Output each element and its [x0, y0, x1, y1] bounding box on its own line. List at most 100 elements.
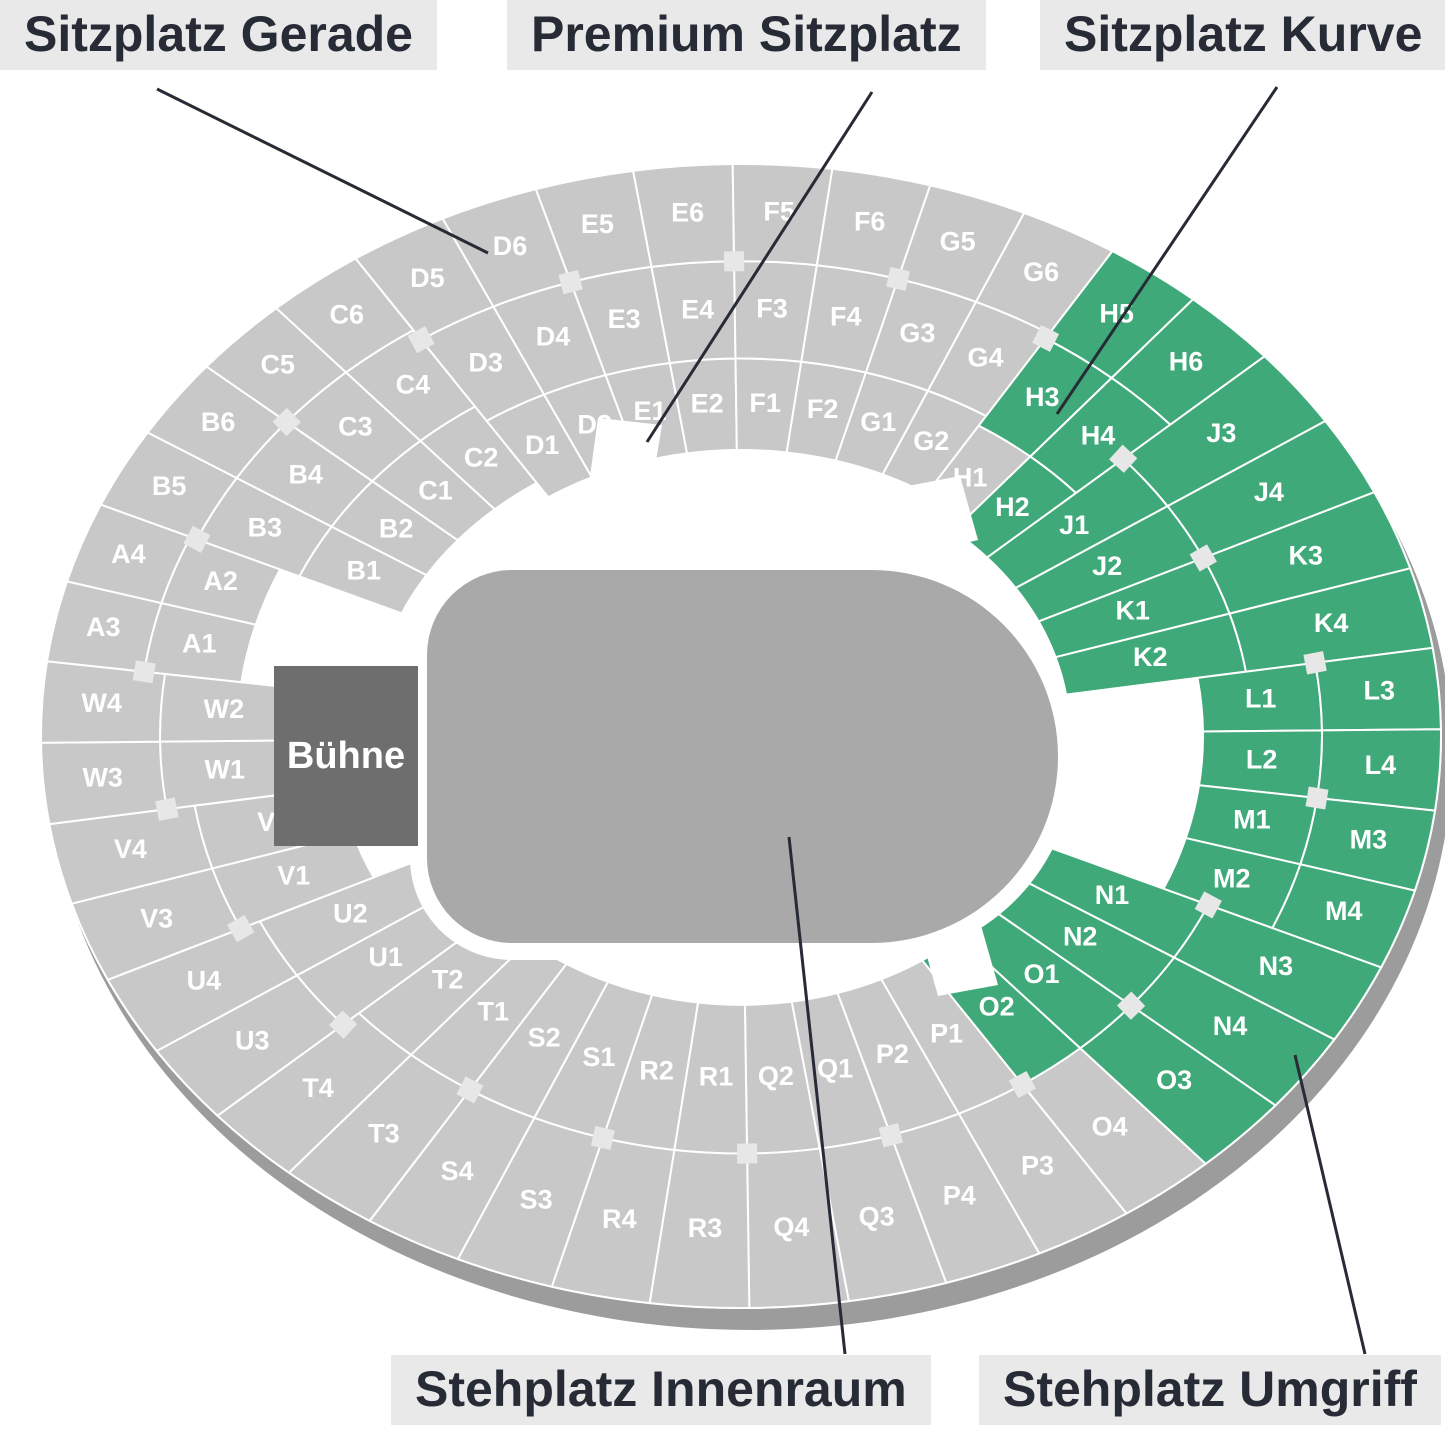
svg-text:H4: H4 — [1081, 420, 1116, 450]
svg-text:B1: B1 — [347, 556, 382, 586]
svg-text:F1: F1 — [749, 388, 781, 418]
svg-text:N4: N4 — [1213, 1011, 1248, 1041]
svg-text:V1: V1 — [277, 860, 310, 890]
svg-text:P4: P4 — [943, 1181, 976, 1211]
svg-text:E5: E5 — [581, 209, 614, 239]
svg-text:P1: P1 — [930, 1018, 963, 1048]
svg-text:C1: C1 — [418, 475, 453, 505]
svg-text:S2: S2 — [528, 1022, 561, 1052]
svg-text:H5: H5 — [1099, 299, 1134, 329]
svg-text:Q2: Q2 — [758, 1061, 794, 1091]
svg-text:D4: D4 — [536, 322, 571, 352]
svg-text:F4: F4 — [830, 302, 862, 332]
svg-text:U2: U2 — [333, 898, 368, 928]
svg-text:B2: B2 — [379, 513, 414, 543]
svg-text:T3: T3 — [368, 1119, 400, 1149]
svg-text:E3: E3 — [608, 304, 641, 334]
svg-text:Bühne: Bühne — [287, 735, 405, 777]
svg-text:Q3: Q3 — [859, 1201, 895, 1231]
svg-text:D6: D6 — [493, 231, 528, 261]
svg-text:R2: R2 — [639, 1055, 674, 1085]
svg-text:W2: W2 — [204, 694, 245, 724]
svg-text:H3: H3 — [1025, 382, 1060, 412]
svg-text:Q4: Q4 — [773, 1212, 809, 1242]
svg-text:F2: F2 — [807, 394, 839, 424]
svg-text:D3: D3 — [468, 348, 503, 378]
svg-text:M4: M4 — [1325, 896, 1363, 926]
svg-text:A2: A2 — [203, 566, 238, 596]
svg-text:R1: R1 — [699, 1062, 734, 1092]
svg-text:K2: K2 — [1133, 642, 1168, 672]
svg-text:C5: C5 — [260, 349, 295, 379]
svg-text:A3: A3 — [86, 612, 121, 642]
svg-text:S4: S4 — [441, 1156, 474, 1186]
svg-text:J2: J2 — [1092, 551, 1122, 581]
svg-text:K4: K4 — [1314, 608, 1349, 638]
svg-text:E4: E4 — [681, 294, 714, 324]
svg-text:T4: T4 — [302, 1073, 334, 1103]
svg-text:S1: S1 — [582, 1042, 615, 1072]
svg-text:L3: L3 — [1364, 676, 1396, 706]
svg-text:O2: O2 — [979, 991, 1015, 1021]
svg-text:H6: H6 — [1169, 347, 1204, 377]
svg-text:K3: K3 — [1289, 541, 1324, 571]
svg-text:D5: D5 — [410, 263, 445, 293]
svg-text:Q1: Q1 — [817, 1054, 853, 1084]
svg-text:O3: O3 — [1156, 1065, 1192, 1095]
svg-text:L2: L2 — [1246, 744, 1278, 774]
svg-text:S3: S3 — [520, 1185, 553, 1215]
svg-text:G6: G6 — [1023, 257, 1059, 287]
svg-text:V3: V3 — [140, 904, 173, 934]
svg-text:U4: U4 — [187, 966, 222, 996]
svg-text:G2: G2 — [913, 426, 949, 456]
svg-text:W4: W4 — [81, 688, 122, 718]
svg-text:G5: G5 — [940, 227, 976, 257]
svg-text:M3: M3 — [1350, 824, 1388, 854]
svg-text:E1: E1 — [633, 396, 666, 426]
svg-text:C3: C3 — [338, 411, 373, 441]
svg-text:R4: R4 — [602, 1204, 637, 1234]
svg-text:E2: E2 — [691, 389, 724, 419]
svg-text:O4: O4 — [1092, 1112, 1128, 1142]
svg-text:E6: E6 — [671, 198, 704, 228]
svg-text:A1: A1 — [182, 628, 217, 658]
svg-text:O1: O1 — [1023, 959, 1059, 989]
svg-text:B4: B4 — [288, 459, 323, 489]
svg-text:C2: C2 — [464, 442, 499, 472]
svg-text:D1: D1 — [525, 430, 560, 460]
svg-text:W3: W3 — [82, 763, 123, 793]
svg-text:M1: M1 — [1233, 805, 1271, 835]
svg-text:K1: K1 — [1115, 595, 1150, 625]
svg-text:C4: C4 — [396, 370, 431, 400]
svg-text:G4: G4 — [967, 343, 1003, 373]
svg-text:F5: F5 — [763, 197, 795, 227]
svg-text:B6: B6 — [201, 407, 236, 437]
svg-text:N2: N2 — [1063, 922, 1098, 952]
svg-text:T1: T1 — [478, 996, 510, 1026]
svg-text:B5: B5 — [152, 471, 187, 501]
svg-text:A4: A4 — [111, 539, 146, 569]
svg-text:J4: J4 — [1254, 477, 1284, 507]
svg-text:L4: L4 — [1365, 750, 1397, 780]
svg-text:F3: F3 — [756, 294, 788, 324]
svg-text:R3: R3 — [688, 1213, 723, 1243]
svg-text:J3: J3 — [1206, 418, 1236, 448]
svg-text:U1: U1 — [368, 942, 403, 972]
svg-text:G1: G1 — [860, 407, 896, 437]
svg-text:C6: C6 — [330, 299, 365, 329]
svg-text:N1: N1 — [1095, 880, 1130, 910]
svg-text:W1: W1 — [205, 754, 246, 784]
svg-text:P2: P2 — [876, 1039, 909, 1069]
svg-text:G3: G3 — [899, 318, 935, 348]
svg-text:N3: N3 — [1259, 951, 1294, 981]
svg-text:J1: J1 — [1059, 510, 1089, 540]
svg-text:F6: F6 — [854, 206, 886, 236]
svg-text:B3: B3 — [248, 513, 283, 543]
svg-text:V4: V4 — [114, 834, 147, 864]
svg-text:T2: T2 — [432, 965, 464, 995]
svg-text:M2: M2 — [1213, 863, 1251, 893]
svg-text:H2: H2 — [995, 492, 1030, 522]
svg-text:P3: P3 — [1021, 1151, 1054, 1181]
svg-text:L1: L1 — [1245, 684, 1277, 714]
svg-text:U3: U3 — [235, 1026, 270, 1056]
